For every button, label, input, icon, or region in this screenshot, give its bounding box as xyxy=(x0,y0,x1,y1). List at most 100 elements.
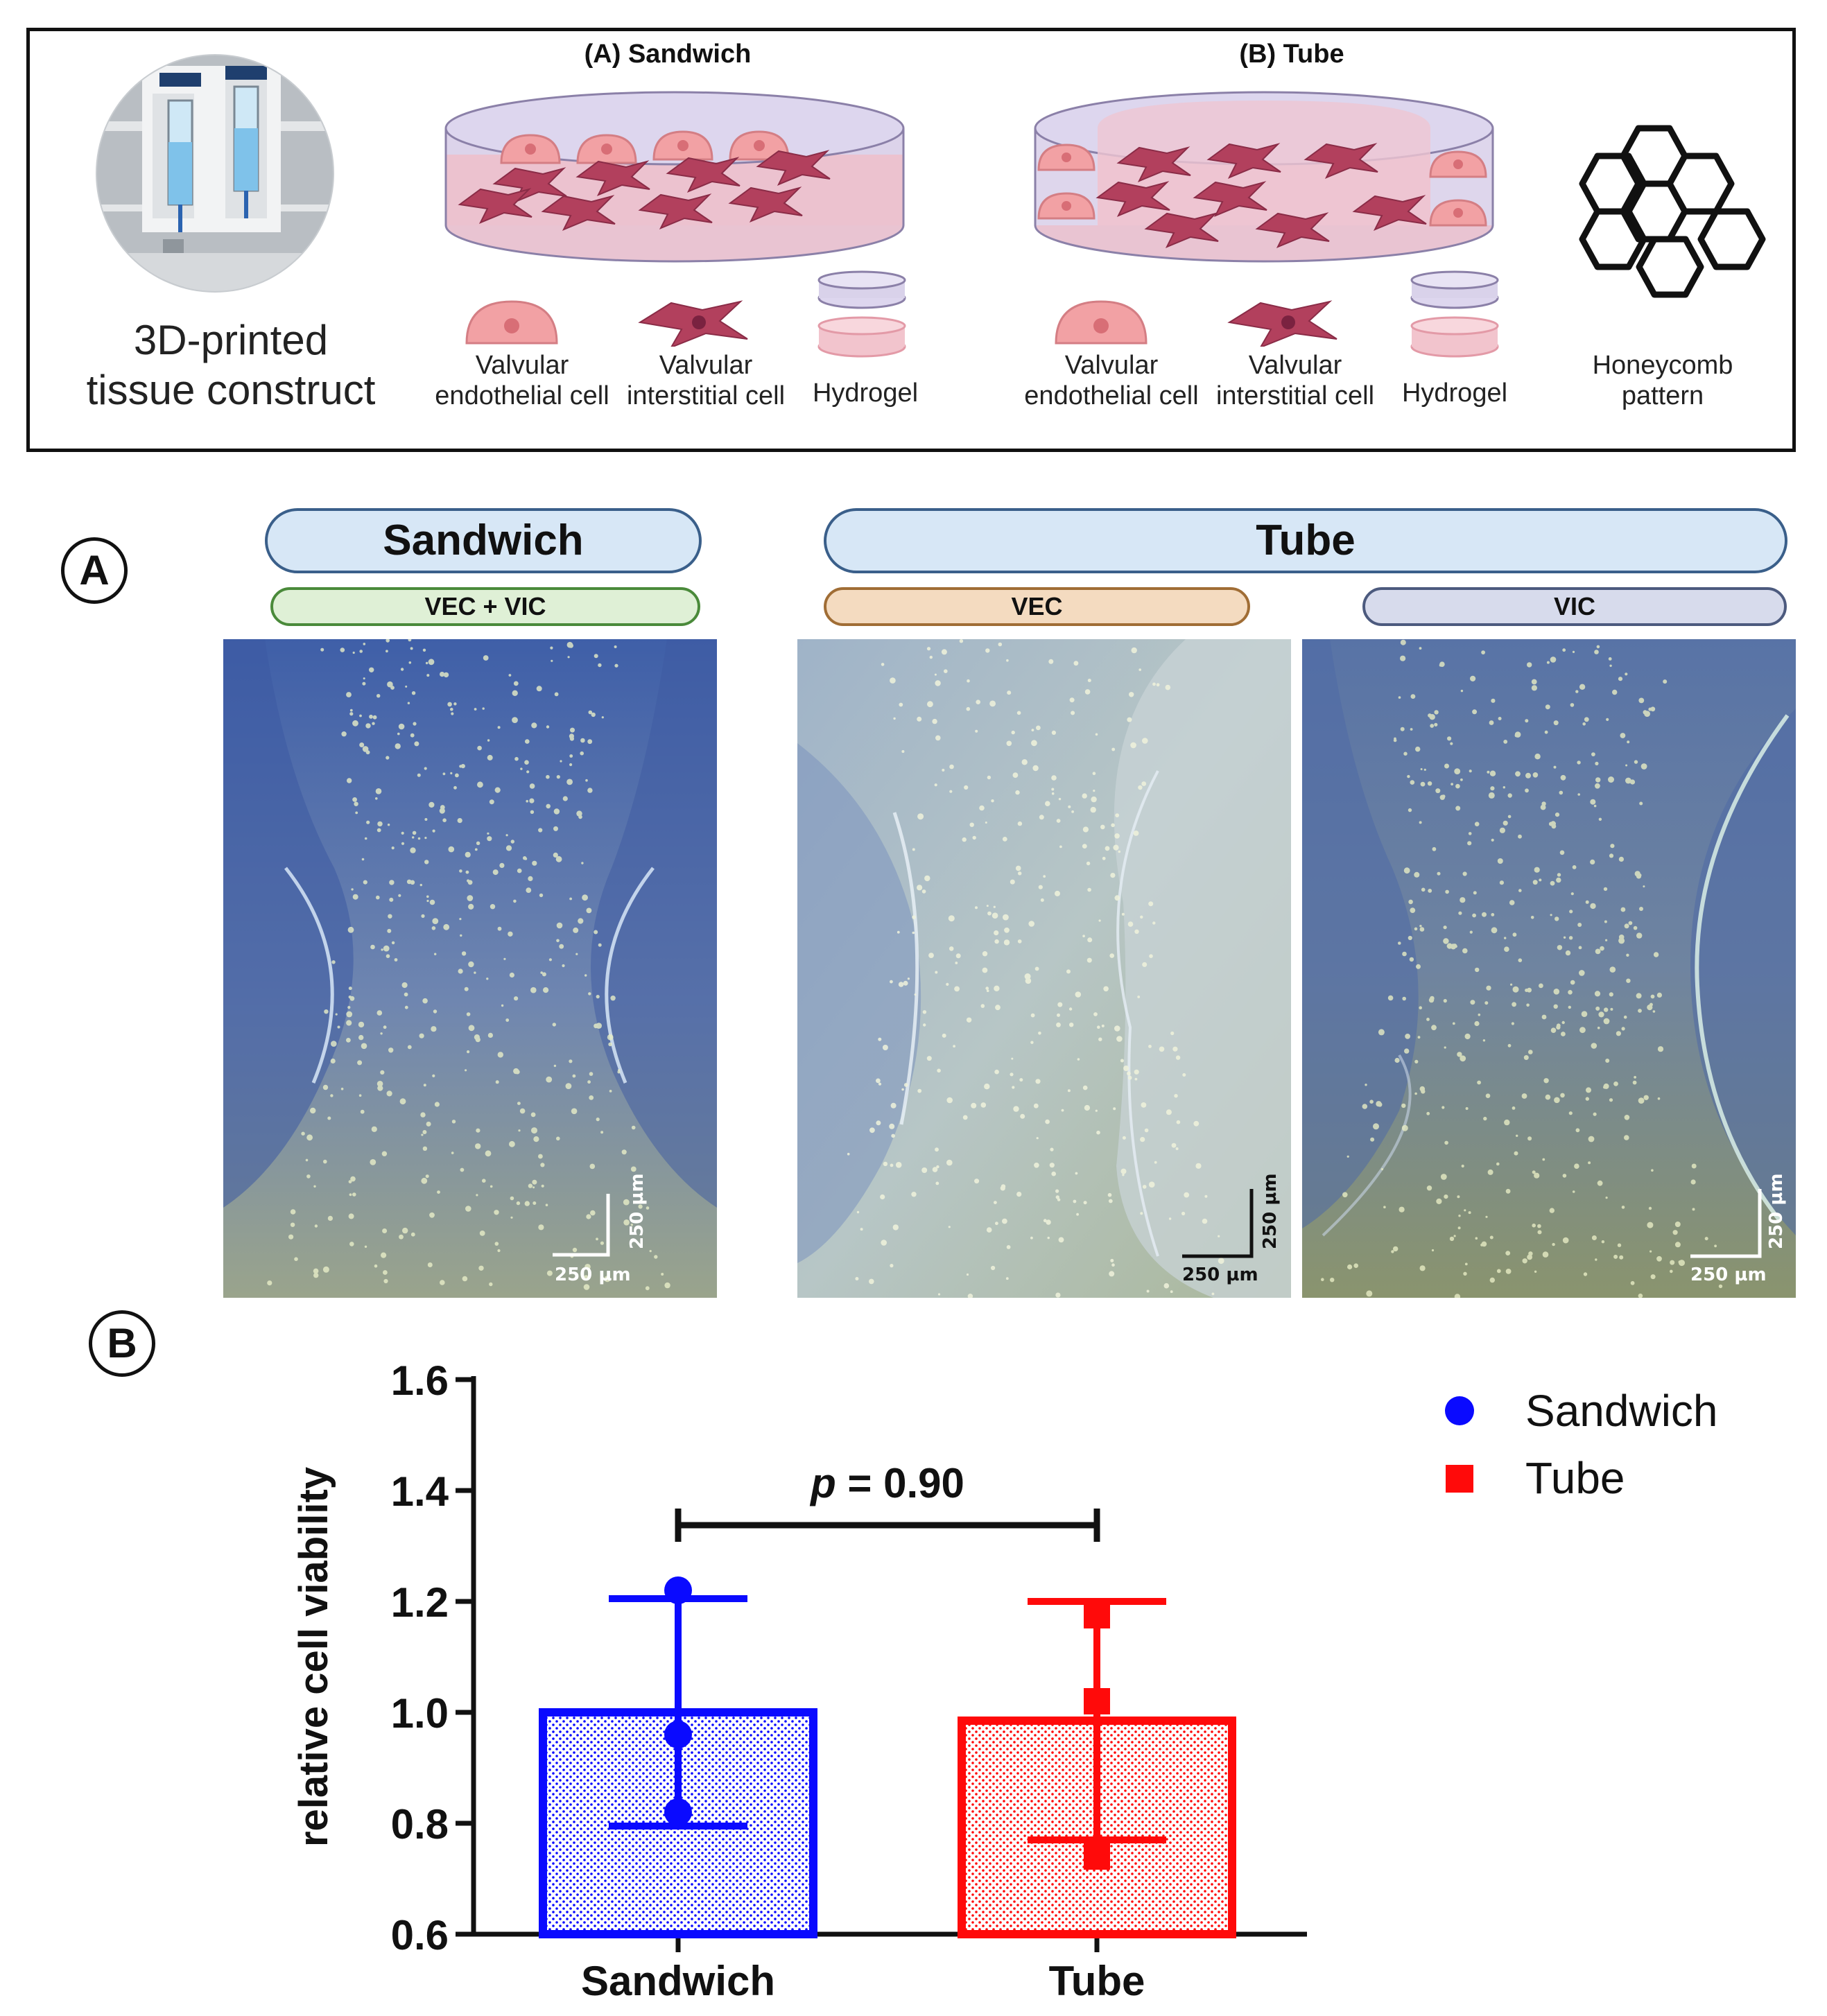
cell-speckle xyxy=(1121,912,1125,916)
cell-speckle xyxy=(623,1219,630,1226)
cell-speckle xyxy=(1462,871,1467,876)
cell-speckle xyxy=(1330,1278,1335,1283)
cell-speckle xyxy=(1595,1258,1597,1261)
cell-speckle xyxy=(1560,774,1566,781)
cell-speckle xyxy=(386,756,390,760)
legend-vec-label-tube: Valvular endothelial cell xyxy=(1024,351,1199,410)
cell-speckle xyxy=(1503,786,1505,789)
cell-speckle xyxy=(348,1180,352,1183)
cell-speckle xyxy=(363,880,367,885)
cell-speckle xyxy=(1393,1246,1399,1252)
cell-speckle xyxy=(1050,1147,1054,1152)
cell-speckle xyxy=(882,1045,888,1050)
cell-speckle xyxy=(1111,747,1116,751)
cell-speckle xyxy=(1010,879,1015,885)
cell-speckle xyxy=(1624,923,1629,929)
cell-speckle xyxy=(474,1034,480,1041)
cell-speckle xyxy=(1657,1097,1661,1100)
cell-speckle xyxy=(347,926,354,933)
cell-speckle xyxy=(556,1136,560,1141)
cell-speckle xyxy=(376,1081,383,1087)
cell-speckle xyxy=(1419,1006,1422,1009)
cell-speckle xyxy=(412,831,417,835)
cell-speckle xyxy=(1038,885,1043,889)
cell-speckle xyxy=(387,681,393,688)
cell-speckle xyxy=(1618,935,1625,940)
cell-speckle xyxy=(589,1095,594,1100)
cell-speckle xyxy=(1518,889,1522,892)
cell-speckle xyxy=(578,918,584,924)
cell-speckle xyxy=(921,889,926,894)
cell-speckle xyxy=(381,1151,388,1156)
cell-speckle xyxy=(513,1068,519,1075)
cell-speckle xyxy=(394,958,398,962)
cell-speckle xyxy=(934,673,937,676)
cell-speckle xyxy=(1523,1055,1529,1060)
cell-speckle xyxy=(1487,1169,1493,1175)
cell-speckle xyxy=(1612,689,1618,695)
cell-speckle xyxy=(386,650,388,653)
cell-speckle xyxy=(1590,859,1595,864)
cell-speckle xyxy=(1663,679,1668,684)
cell-speckle xyxy=(478,1265,484,1271)
cell-speckle xyxy=(474,971,476,974)
y-tick-label: 1.4 xyxy=(391,1468,449,1515)
cell-speckle xyxy=(425,661,428,665)
cell-speckle xyxy=(1447,736,1452,741)
cell-speckle xyxy=(1431,1249,1435,1252)
cell-speckle xyxy=(1630,1280,1635,1285)
cell-speckle xyxy=(1503,820,1508,826)
cell-speckle xyxy=(1657,1046,1664,1052)
cell-speckle xyxy=(546,803,551,809)
cell-speckle xyxy=(571,1108,578,1115)
y-axis-label: relative cell viability xyxy=(291,1467,336,1847)
cell-speckle xyxy=(1518,958,1523,962)
cell-speckle xyxy=(1007,690,1012,695)
cell-speckle xyxy=(1605,1197,1608,1199)
cell-speckle xyxy=(959,639,964,643)
cell-speckle xyxy=(530,810,535,814)
cell-speckle xyxy=(946,1097,953,1104)
cell-speckle xyxy=(1046,1219,1051,1225)
cell-speckle xyxy=(1004,927,1010,933)
cell-speckle xyxy=(376,828,381,833)
cell-speckle xyxy=(1626,953,1629,957)
cell-speckle xyxy=(982,967,988,973)
cell-speckle xyxy=(876,1120,881,1126)
cell-speckle xyxy=(586,907,592,914)
cell-speckle xyxy=(1620,907,1626,912)
cell-speckle xyxy=(984,1084,990,1090)
cell-speckle xyxy=(1625,764,1628,767)
cell-speckle xyxy=(1174,1094,1178,1098)
cell-speckle xyxy=(509,972,514,978)
cell-speckle xyxy=(1491,913,1495,916)
cell-speckle xyxy=(1598,817,1602,821)
cell-speckle xyxy=(1543,1078,1549,1084)
cell-speckle xyxy=(340,648,345,652)
cell-speckle xyxy=(1605,1059,1610,1063)
micrograph-tube-vic: 250 µm 250 µm xyxy=(1302,639,1796,1298)
cell-speckle xyxy=(1443,926,1447,930)
cell-speckle xyxy=(1628,921,1633,926)
cell-speckle xyxy=(1559,790,1564,795)
cell-speckle xyxy=(1172,1046,1178,1052)
cell-speckle xyxy=(331,1041,337,1047)
cell-speckle xyxy=(921,1167,928,1173)
cell-speckle xyxy=(1690,1179,1696,1185)
cell-speckle xyxy=(487,739,490,742)
cell-speckle xyxy=(1175,1055,1181,1060)
cell-speckle xyxy=(451,712,454,715)
cell-speckle xyxy=(1613,1254,1618,1259)
cell-speckle xyxy=(876,1078,881,1084)
cell-speckle xyxy=(901,750,905,753)
cell-speckle xyxy=(1420,768,1423,770)
cell-speckle xyxy=(465,1069,467,1072)
cell-speckle xyxy=(1489,720,1494,725)
legend-hydrogel-label: Hydrogel xyxy=(812,379,919,408)
cell-speckle xyxy=(1463,1271,1467,1276)
cell-speckle xyxy=(410,733,415,738)
cell-speckle xyxy=(912,848,915,851)
cell-speckle xyxy=(1643,885,1645,888)
cell-speckle xyxy=(895,1162,902,1168)
cell-speckle xyxy=(580,738,585,743)
